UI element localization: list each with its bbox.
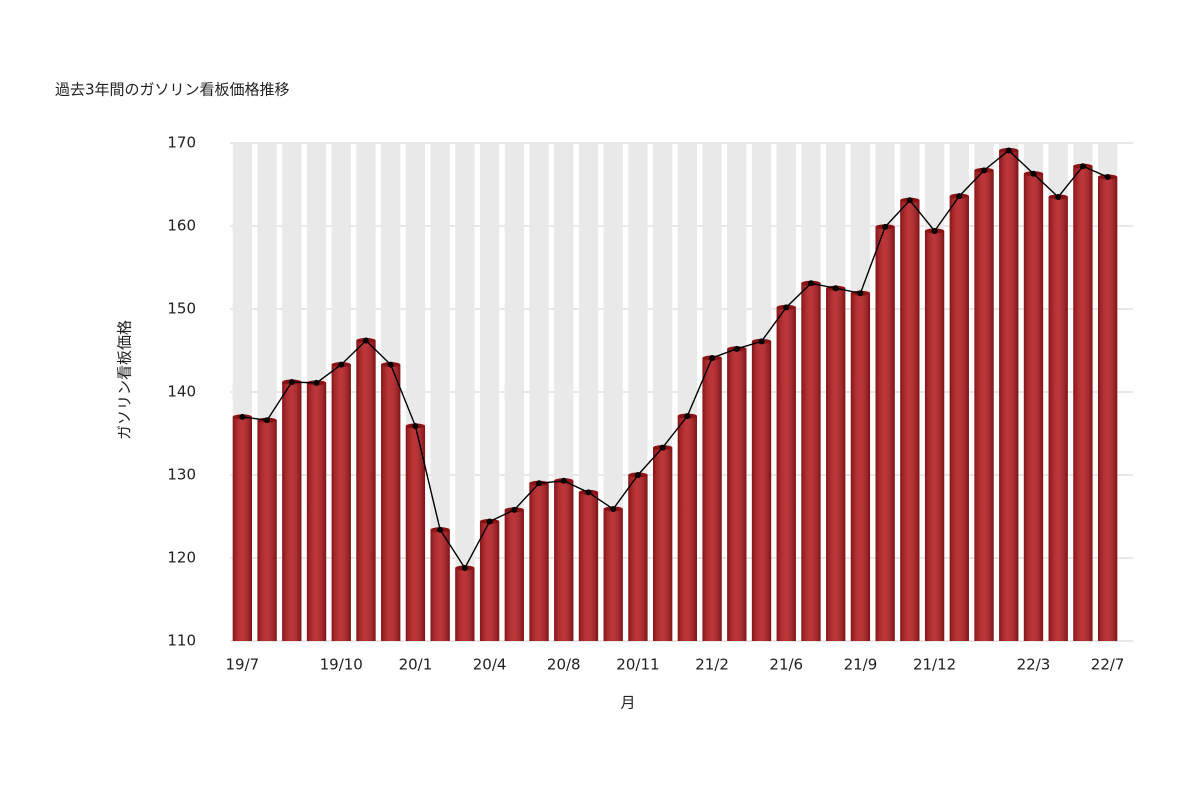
bar-shade xyxy=(850,293,871,641)
line-point xyxy=(1005,147,1012,154)
line-point xyxy=(1055,193,1062,200)
y-tick-label: 170 xyxy=(167,134,196,152)
line-point xyxy=(906,197,913,204)
x-tick-label: 22/3 xyxy=(1017,656,1051,674)
bar-shade xyxy=(999,150,1019,641)
y-tick-label: 140 xyxy=(167,383,196,401)
bar-shade xyxy=(677,416,698,641)
x-axis-label: 月 xyxy=(620,694,635,712)
line-point xyxy=(956,193,963,200)
x-tick-label: 20/8 xyxy=(547,656,581,674)
y-axis-label: ガソリン看板価格 xyxy=(116,320,134,440)
line-point xyxy=(684,413,691,420)
line-point xyxy=(486,518,493,525)
x-tick-label: 22/7 xyxy=(1091,656,1125,674)
bar-shade xyxy=(554,480,574,641)
bar-shade xyxy=(504,509,524,641)
bar-shade xyxy=(257,420,277,641)
line-point xyxy=(387,361,394,368)
y-tick-label: 150 xyxy=(167,300,196,318)
line-point xyxy=(882,223,889,230)
x-tick-label: 19/7 xyxy=(226,656,260,674)
line-point xyxy=(709,354,716,361)
bar-shade xyxy=(900,200,920,641)
x-tick-label: 21/12 xyxy=(913,656,956,674)
line-point xyxy=(461,564,468,571)
bar-shade xyxy=(875,226,895,641)
bar-background xyxy=(455,143,475,641)
x-tick-label: 20/11 xyxy=(616,656,659,674)
bar-shade xyxy=(405,426,426,641)
y-tick-label: 120 xyxy=(167,549,196,567)
bar-shade xyxy=(727,348,747,641)
line-point xyxy=(264,417,271,424)
bar-shade xyxy=(702,357,722,641)
bar-shade xyxy=(430,529,450,641)
line-point xyxy=(733,345,740,352)
bar-shade xyxy=(603,509,623,641)
x-tick-label: 21/9 xyxy=(844,656,878,674)
bar-shade xyxy=(1048,196,1068,641)
line-point xyxy=(1104,174,1111,181)
line-point xyxy=(758,338,765,345)
bar-shade xyxy=(331,364,351,641)
line-point xyxy=(783,304,790,311)
x-tick-label: 21/6 xyxy=(769,656,803,674)
line-point xyxy=(1030,170,1037,177)
chart-title: 過去3年間のガソリン看板価格推移 xyxy=(55,81,290,99)
bar-shade xyxy=(232,416,253,641)
bar-shade xyxy=(1097,177,1118,641)
bar-shade xyxy=(1073,166,1093,642)
y-tick-label: 110 xyxy=(167,632,196,650)
line-point xyxy=(560,477,567,484)
line-point xyxy=(239,413,246,420)
bar-shade xyxy=(479,521,500,641)
bar-shade xyxy=(924,230,945,642)
bar-shade xyxy=(529,483,549,641)
bar-shade xyxy=(974,170,994,641)
line-point xyxy=(412,423,419,430)
bar-shade xyxy=(751,341,772,641)
bar-shade xyxy=(381,364,401,641)
x-tick-label: 20/4 xyxy=(473,656,507,674)
line-point xyxy=(807,280,814,287)
bar-shade xyxy=(628,475,648,641)
bar-shade xyxy=(306,382,327,641)
line-point xyxy=(981,167,988,174)
line-point xyxy=(585,489,592,496)
bar-shade xyxy=(826,288,846,641)
line-point xyxy=(634,472,641,478)
line-point xyxy=(1079,163,1086,170)
x-tick-label: 21/2 xyxy=(695,656,729,674)
bar-shade xyxy=(455,567,475,641)
bar-shade xyxy=(776,307,796,641)
line-point xyxy=(857,290,864,297)
line-point xyxy=(610,506,617,513)
line-point xyxy=(338,361,345,368)
y-tick-label: 160 xyxy=(167,217,196,235)
bar-background xyxy=(479,143,500,641)
bar-shade xyxy=(356,340,376,641)
bar-shade xyxy=(1023,173,1044,641)
line-point xyxy=(362,337,369,344)
bar-shade xyxy=(578,492,599,641)
line-point xyxy=(536,480,543,487)
bar-shade xyxy=(652,447,673,641)
x-tick-label: 20/1 xyxy=(399,656,433,674)
bar-shade xyxy=(282,382,302,641)
line-point xyxy=(832,285,839,292)
bar-shade xyxy=(801,283,821,641)
line-point xyxy=(313,379,320,386)
line-point xyxy=(511,506,518,513)
line-point xyxy=(931,227,938,234)
line-point xyxy=(437,526,444,533)
line-point xyxy=(288,379,295,386)
line xyxy=(242,149,1108,570)
y-tick-label: 130 xyxy=(167,466,196,484)
line-point xyxy=(659,444,666,451)
x-tick-label: 19/10 xyxy=(320,656,363,674)
bar-background xyxy=(430,143,450,641)
bar-shade xyxy=(949,196,969,641)
